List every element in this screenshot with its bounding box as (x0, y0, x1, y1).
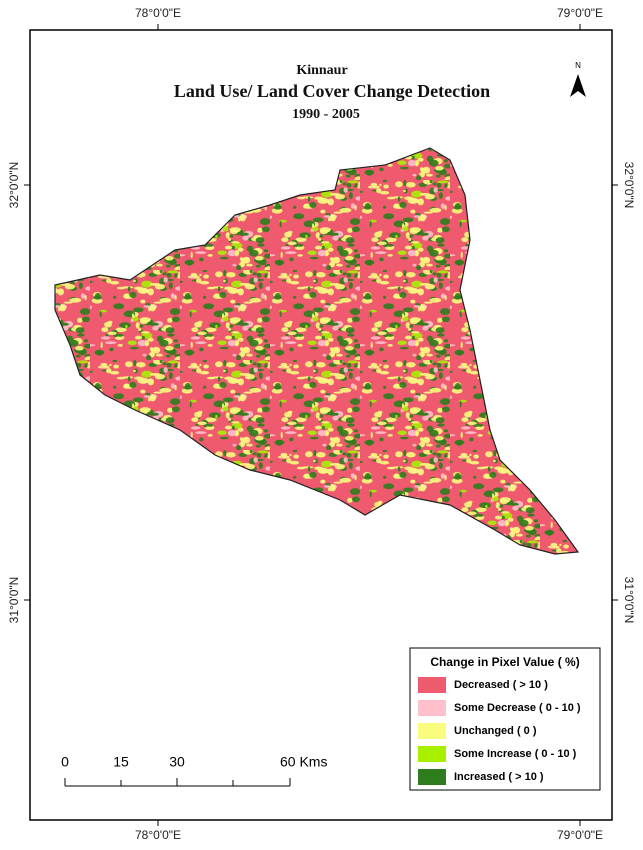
legend-swatch (418, 746, 446, 762)
legend-swatch (418, 700, 446, 716)
longitude-label: 79°0'0"E (557, 828, 603, 842)
map-subtitle: 1990 - 2005 (292, 107, 360, 122)
legend-title: Change in Pixel Value ( %) (430, 655, 579, 669)
map-title: Land Use/ Land Cover Change Detection (174, 81, 490, 101)
scale-label: 60 Kms (280, 754, 327, 770)
legend-label: Increased ( > 10 ) (454, 771, 544, 783)
north-arrow (570, 74, 586, 97)
legend-label: Some Increase ( 0 - 10 ) (454, 748, 577, 760)
scale-label: 30 (169, 754, 185, 770)
latitude-label: 32°0'0"N (622, 162, 636, 209)
legend-items: Decreased ( > 10 ) Some Decrease ( 0 - 10… (418, 677, 581, 785)
latitude-label: 31°0'0"N (622, 577, 636, 624)
legend-label: Unchanged ( 0 ) (454, 725, 537, 737)
district-region (54, 147, 580, 555)
legend-label: Decreased ( > 10 ) (454, 679, 548, 691)
legend-swatch (418, 769, 446, 785)
latitude-label: 31°0'0"N (7, 577, 21, 624)
graticule-ticks (24, 24, 618, 826)
legend-box (409, 647, 601, 791)
latitude-label: 32°0'0"N (7, 162, 21, 209)
scale-label: 15 (113, 754, 129, 770)
scale-label: 0 (61, 754, 69, 770)
legend-label: Some Decrease ( 0 - 10 ) (454, 702, 581, 714)
north-label: N (575, 61, 581, 70)
legend-swatch (418, 723, 446, 739)
legend-swatch (418, 677, 446, 693)
scale-bar (64, 778, 291, 787)
map-title-region: Kinnaur (296, 63, 347, 78)
longitude-label: 78°0'0"E (135, 828, 181, 842)
longitude-label: 78°0'0"E (135, 6, 181, 20)
longitude-label: 79°0'0"E (557, 6, 603, 20)
